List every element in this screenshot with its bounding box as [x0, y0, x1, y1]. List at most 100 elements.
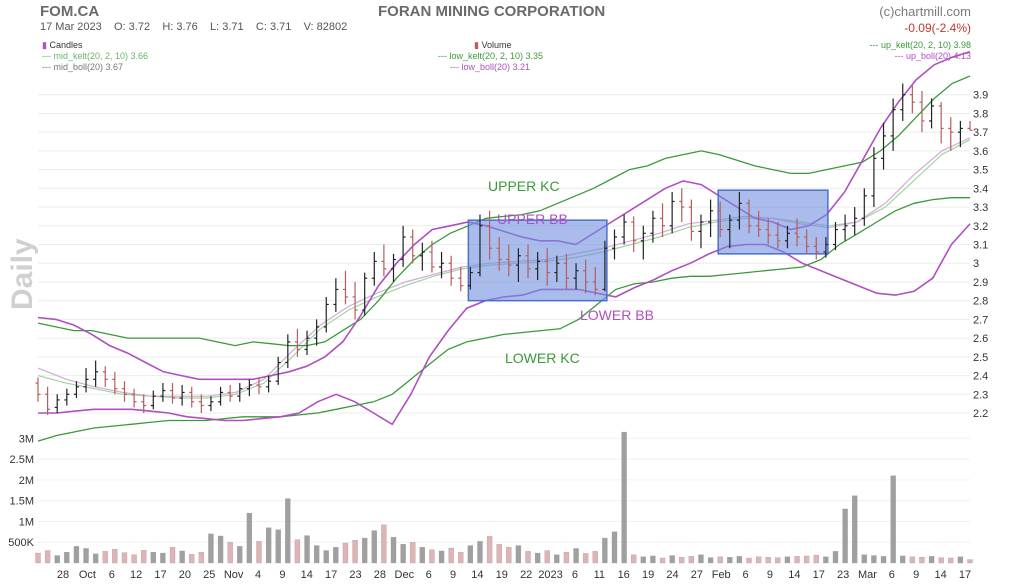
- date-tick-label: 6: [572, 569, 578, 581]
- date-tick-label: Nov: [224, 569, 244, 581]
- volume-bar: [967, 559, 973, 564]
- date-tick-label: 9: [767, 569, 773, 581]
- volume-bar: [669, 555, 675, 564]
- volume-bar: [775, 557, 781, 564]
- date-tick-label: 22: [520, 569, 532, 581]
- volume-bar: [237, 546, 243, 564]
- volume-bar: [227, 542, 233, 564]
- volume-bar: [583, 553, 589, 564]
- date-tick-label: 14: [301, 569, 313, 581]
- volume-bar: [650, 555, 656, 564]
- date-tick-label: 17: [959, 569, 971, 581]
- price-tick-label: 3.7: [973, 127, 988, 139]
- date-tick-label: 20: [179, 569, 191, 581]
- price-tick-label: 2.5: [973, 352, 988, 364]
- volume-bar: [121, 552, 128, 564]
- ohlc-readout: 17 Mar 2023 O: 3.72 H: 3.76 L: 3.71 C: 3…: [40, 21, 347, 33]
- volume-bar: [477, 541, 483, 564]
- volume-bar: [54, 555, 60, 564]
- source-credit[interactable]: (c)chartmill.com: [879, 4, 971, 19]
- volume-bar: [294, 539, 301, 564]
- price-tick-label: 3.5: [973, 165, 988, 177]
- date-tick-label: 17: [154, 569, 166, 581]
- volume-bars: [35, 431, 973, 564]
- volume-bar: [141, 549, 147, 564]
- volume-bar: [957, 556, 964, 564]
- volume-bar: [35, 552, 41, 564]
- period-text: Daily: [6, 238, 39, 310]
- legend-volume: ▮ Volume: [474, 40, 512, 50]
- date-tick-label: Feb: [712, 569, 731, 581]
- volume-bar: [544, 550, 550, 564]
- date-tick-label: 4: [255, 569, 261, 581]
- volume-bar: [909, 556, 916, 564]
- date-tick-label: 19: [642, 569, 654, 581]
- up-kelt-line: [37, 75, 971, 347]
- price-tick-label: 3: [973, 258, 979, 270]
- period-label: Daily: [6, 238, 39, 310]
- date-tick-label: 16: [618, 569, 630, 581]
- volume-bar: [621, 431, 627, 564]
- legend-up-boll: --- up_boll(20) 4.13: [894, 51, 971, 61]
- volume-bar: [160, 552, 166, 564]
- symbol-label: FOM.CA: [40, 3, 100, 20]
- volume-bar: [813, 554, 819, 564]
- date-tick-label: Dec: [395, 569, 415, 581]
- volume-bar: [928, 556, 935, 564]
- volume-bar: [804, 555, 810, 564]
- volume-bar: [92, 553, 99, 564]
- volume-bar: [890, 475, 896, 564]
- volume-bar: [823, 556, 829, 564]
- date-tick-label: 19: [496, 569, 508, 581]
- volume-bar: [131, 554, 137, 564]
- date-tick-label: 11: [594, 569, 605, 581]
- price-tick-label: 2.6: [973, 333, 988, 345]
- volume-bar: [717, 556, 723, 564]
- date-tick-label: 2023: [538, 569, 562, 581]
- volume-bar: [179, 550, 185, 564]
- volume-bar: [611, 531, 618, 564]
- volume-bar: [381, 524, 387, 564]
- date-tick-label: 6: [743, 569, 749, 581]
- volume-bar: [410, 542, 416, 564]
- volume-bar: [429, 549, 435, 564]
- volume-bar: [592, 551, 598, 564]
- company-title: FORAN MINING CORPORATION: [378, 3, 606, 20]
- date-tick-label: 23: [349, 569, 361, 581]
- price-tick-label: 3.8: [973, 108, 988, 120]
- volume-bar: [794, 556, 800, 564]
- volume-bar: [64, 552, 70, 564]
- lower-kc-annotation: LOWER KC: [505, 350, 580, 366]
- volume-bar: [534, 552, 541, 564]
- price-change: -0.09(-2.4%): [904, 21, 971, 35]
- volume-bar: [44, 550, 51, 564]
- date-tick-label: 28: [57, 569, 69, 581]
- volume-bar: [169, 547, 176, 564]
- volume-tick-label: 2M: [19, 475, 34, 487]
- volume-bar: [371, 530, 377, 564]
- volume-icon: ▮: [474, 40, 479, 50]
- date-tick-label: 6: [889, 569, 895, 581]
- price-tick-label: 2.7: [973, 314, 988, 326]
- volume-bar: [640, 556, 646, 564]
- date-tick-label: 17: [325, 569, 337, 581]
- squeeze-highlight-box: [717, 189, 829, 255]
- date-tick-label: 27: [691, 569, 703, 581]
- date-tick-label: 6: [109, 569, 115, 581]
- date-tick-label: 25: [203, 569, 215, 581]
- volume-bar: [102, 551, 108, 564]
- date-tick-label: 14: [934, 569, 946, 581]
- volume-bar: [698, 554, 704, 564]
- volume-bar: [765, 557, 771, 564]
- upper-bb-annotation: UPPER BB: [497, 211, 568, 227]
- volume-bar: [189, 554, 195, 564]
- date-tick-label: 14: [788, 569, 800, 581]
- volume-bar: [727, 557, 733, 564]
- volume-bar: [362, 537, 368, 564]
- volume-bar: [342, 542, 349, 564]
- legend-candles: ▮ Candles: [42, 40, 83, 50]
- legend-up-kelt: --- up_kelt(20, 2, 10) 3.98: [869, 40, 971, 50]
- price-tick-label: 3.6: [973, 146, 988, 158]
